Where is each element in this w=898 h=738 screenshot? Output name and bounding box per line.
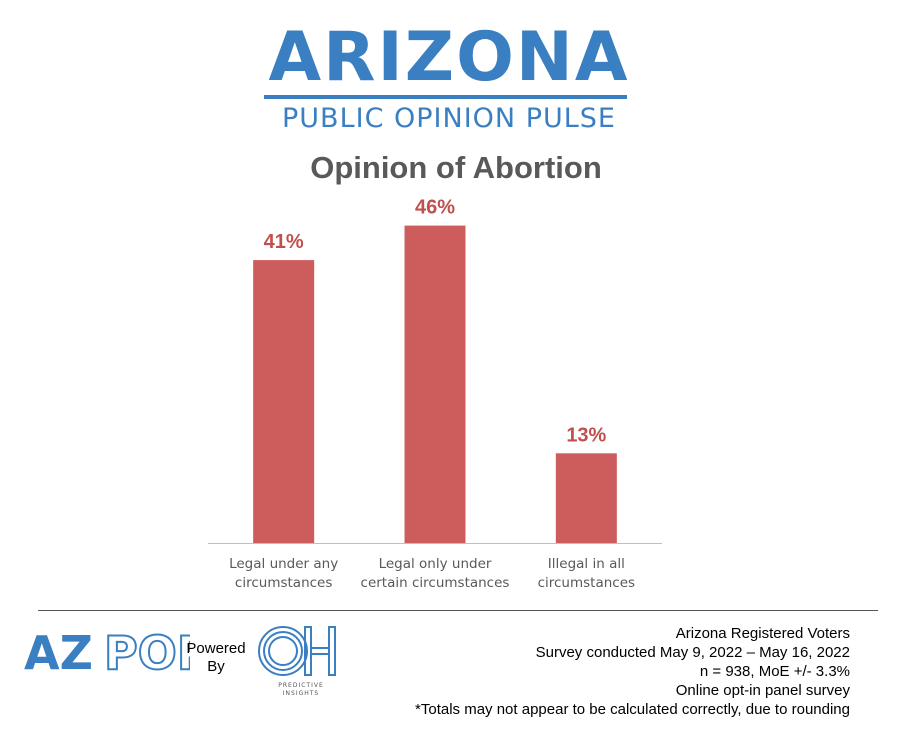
azpop-logo: AZ POP	[24, 627, 190, 675]
oh-logo-caption: PREDICTIVE INSIGHTS	[260, 682, 342, 698]
note-rounding: *Totals may not appear to be calculated …	[415, 701, 850, 718]
data-label-1: 41%	[264, 231, 304, 253]
note-population: Arizona Registered Voters	[675, 625, 850, 642]
bar-chart: 41% Legal under any circumstances 46% Legal …	[208, 197, 662, 591]
oh-caption-line1: PREDICTIVE	[278, 682, 324, 689]
bar-3	[555, 453, 617, 543]
oh-caption-line2: INSIGHTS	[282, 690, 320, 697]
category-label-1-line-2: circumstances	[235, 575, 332, 591]
chart-title: Opinion of Abortion	[310, 150, 602, 185]
footer-divider	[38, 610, 878, 611]
survey-notes: Arizona Registered Voters Survey conduct…	[415, 624, 850, 719]
category-label-2-line-2: certain circumstances	[361, 575, 510, 591]
brand-subtitle: PUBLIC OPINION PULSE	[282, 103, 616, 134]
data-label-2: 46%	[415, 197, 455, 219]
note-dates: Survey conducted May 9, 2022 – May 16, 2…	[535, 644, 850, 661]
note-sample: n = 938, MoE +/- 3.3%	[699, 663, 850, 680]
brand-title: ARIZONA	[268, 18, 630, 97]
category-label-1-line-1: Legal under any	[229, 556, 338, 572]
category-label-3-line-2: circumstances	[538, 575, 635, 591]
data-label-3: 13%	[566, 424, 606, 446]
azpop-logo-pop: POP	[104, 627, 190, 675]
category-label-2-line-1: Legal only under	[379, 556, 492, 572]
note-method: Online opt-in panel survey	[675, 682, 850, 699]
bar-2	[404, 225, 466, 543]
category-label-3-line-1: Illegal in all	[548, 556, 625, 572]
by-line: By	[207, 658, 225, 675]
oh-logo-icon	[258, 626, 336, 676]
brand-divider	[264, 95, 627, 99]
powered-line: Powered	[186, 640, 246, 657]
bar-1	[253, 260, 315, 543]
powered-by-text: Powered By	[186, 640, 246, 676]
azpop-logo-az: AZ	[24, 627, 93, 675]
